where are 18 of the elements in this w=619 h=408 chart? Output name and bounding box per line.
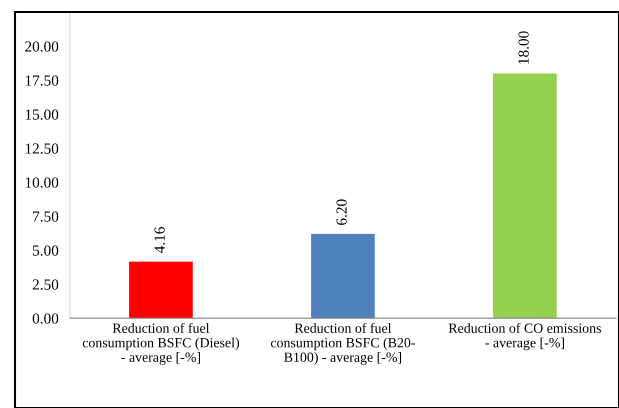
data-label: 4.16 [154,227,165,254]
y-tick-label: 17.50 [26,75,58,86]
y-tick-label: 2.50 [32,279,58,290]
data-label: 6.20 [336,199,347,225]
data-label: 18.00 [518,31,529,64]
bar [493,73,557,318]
y-tick-label: 15.00 [26,109,58,120]
x-tick-label: Reduction of CO emissions - average [-%] [448,322,601,350]
x-tick-label: Reduction of fuel consumption BSFC (B20- B100) - average [-%] [270,322,415,365]
y-tick-label: 20.00 [25,41,58,52]
y-tick-label: 7.50 [33,211,58,222]
bar [129,262,193,318]
y-tick-label: 10.00 [26,177,58,188]
x-tick-label: Reduction of fuel consumption BSFC (Diesel) - average [-%] [82,322,240,365]
bar [311,234,375,318]
y-tick-label: 0.00 [32,313,58,324]
y-tick-label: 5.00 [32,245,58,256]
y-tick-label: 12.50 [26,143,58,154]
